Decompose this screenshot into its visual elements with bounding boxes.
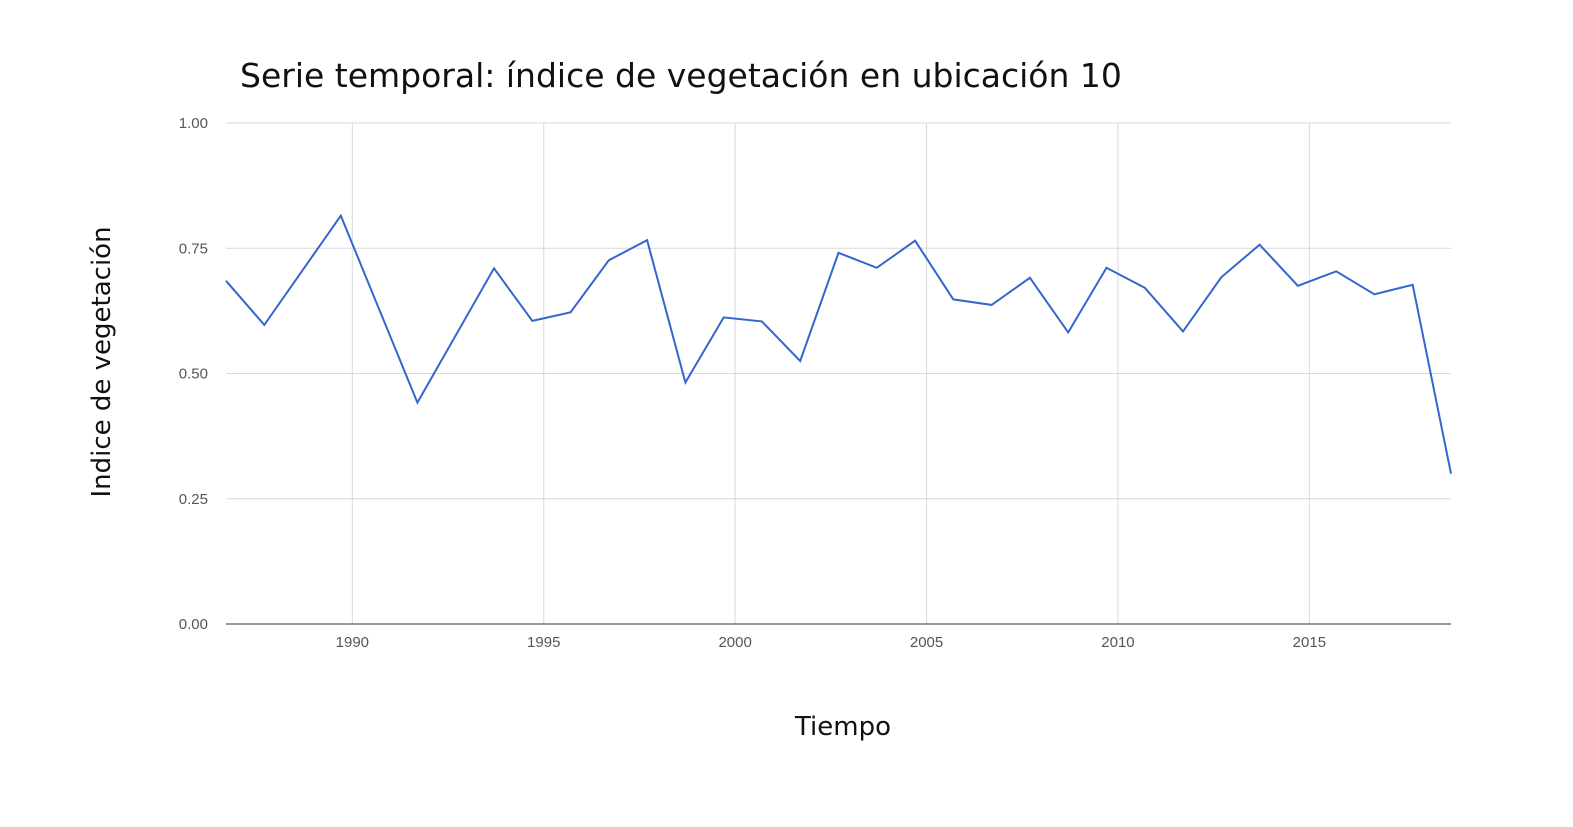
y-tick-label: 1.00 (179, 115, 208, 132)
y-tick-label: 0.50 (179, 366, 208, 383)
data-points (225, 215, 1452, 474)
gridlines (226, 122, 1451, 624)
x-tick-label: 2015 (1293, 634, 1326, 651)
x-tick-label: 2000 (718, 634, 751, 651)
y-tick-label: 0.25 (179, 491, 208, 508)
x-axis-ticks: 1990 1995 2000 2005 2010 2015 (336, 634, 1326, 651)
x-tick-label: 2010 (1101, 634, 1134, 651)
x-tick-label: 1990 (336, 634, 369, 651)
series-line (225, 213, 1452, 474)
y-axis-ticks: 0.00 0.25 0.50 0.75 1.00 (179, 115, 208, 633)
y-tick-label: 0.75 (179, 240, 208, 257)
x-axis-title: Tiempo (794, 712, 892, 742)
chart-title: Serie temporal: índice de vegetación en … (240, 56, 1122, 95)
y-tick-label: 0.00 (179, 616, 208, 633)
x-tick-label: 1995 (527, 634, 560, 651)
x-tick-label: 2005 (910, 634, 943, 651)
